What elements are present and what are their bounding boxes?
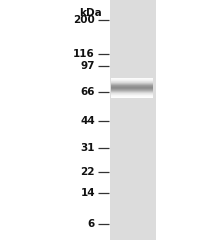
Text: 31: 31 xyxy=(81,143,95,153)
Bar xyxy=(111,77,153,78)
Bar xyxy=(111,90,153,91)
Text: 14: 14 xyxy=(80,188,95,198)
Text: 97: 97 xyxy=(81,61,95,71)
Bar xyxy=(111,92,153,93)
Bar xyxy=(111,97,153,98)
Bar xyxy=(110,0,156,240)
Bar xyxy=(111,84,153,85)
Bar xyxy=(111,91,153,92)
Bar xyxy=(111,80,153,81)
Bar xyxy=(111,89,153,90)
Bar xyxy=(111,78,153,79)
Text: 22: 22 xyxy=(81,167,95,177)
Bar xyxy=(111,95,153,96)
Text: 66: 66 xyxy=(81,87,95,97)
Text: 200: 200 xyxy=(73,15,95,25)
Bar xyxy=(111,79,153,80)
Text: 44: 44 xyxy=(80,116,95,126)
Bar xyxy=(111,87,153,88)
Bar xyxy=(111,86,153,87)
Bar xyxy=(111,93,153,94)
Bar xyxy=(111,88,153,89)
Bar xyxy=(111,82,153,83)
Bar xyxy=(111,85,153,86)
Text: 6: 6 xyxy=(88,219,95,229)
Text: 116: 116 xyxy=(73,49,95,59)
Text: kDa: kDa xyxy=(79,8,102,18)
Bar xyxy=(111,83,153,84)
Bar xyxy=(111,81,153,82)
Bar xyxy=(111,94,153,95)
Bar xyxy=(111,96,153,97)
